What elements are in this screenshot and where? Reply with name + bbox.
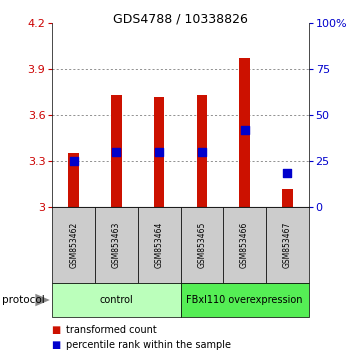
Text: transformed count: transformed count — [66, 325, 157, 335]
Point — [71, 158, 77, 164]
Point — [156, 149, 162, 155]
Text: protocol: protocol — [2, 295, 44, 305]
Text: GDS4788 / 10338826: GDS4788 / 10338826 — [113, 12, 248, 25]
Bar — [282, 189, 293, 207]
Text: GSM853467: GSM853467 — [283, 222, 292, 268]
Text: ■: ■ — [52, 325, 65, 335]
Text: GSM853462: GSM853462 — [69, 222, 78, 268]
Text: ■: ■ — [52, 340, 65, 350]
Bar — [239, 58, 250, 207]
Bar — [196, 95, 207, 207]
Point — [113, 149, 119, 155]
Point — [199, 149, 205, 155]
Text: GSM853465: GSM853465 — [197, 222, 206, 268]
Point — [284, 171, 290, 176]
Bar — [154, 97, 165, 207]
Text: GSM853464: GSM853464 — [155, 222, 164, 268]
Text: FBxl110 overexpression: FBxl110 overexpression — [186, 295, 303, 305]
Text: GSM853466: GSM853466 — [240, 222, 249, 268]
Bar — [68, 153, 79, 207]
Text: control: control — [100, 295, 133, 305]
Polygon shape — [35, 294, 50, 306]
Point — [242, 127, 247, 133]
Bar — [111, 95, 122, 207]
Text: GSM853463: GSM853463 — [112, 222, 121, 268]
Text: percentile rank within the sample: percentile rank within the sample — [66, 340, 231, 350]
